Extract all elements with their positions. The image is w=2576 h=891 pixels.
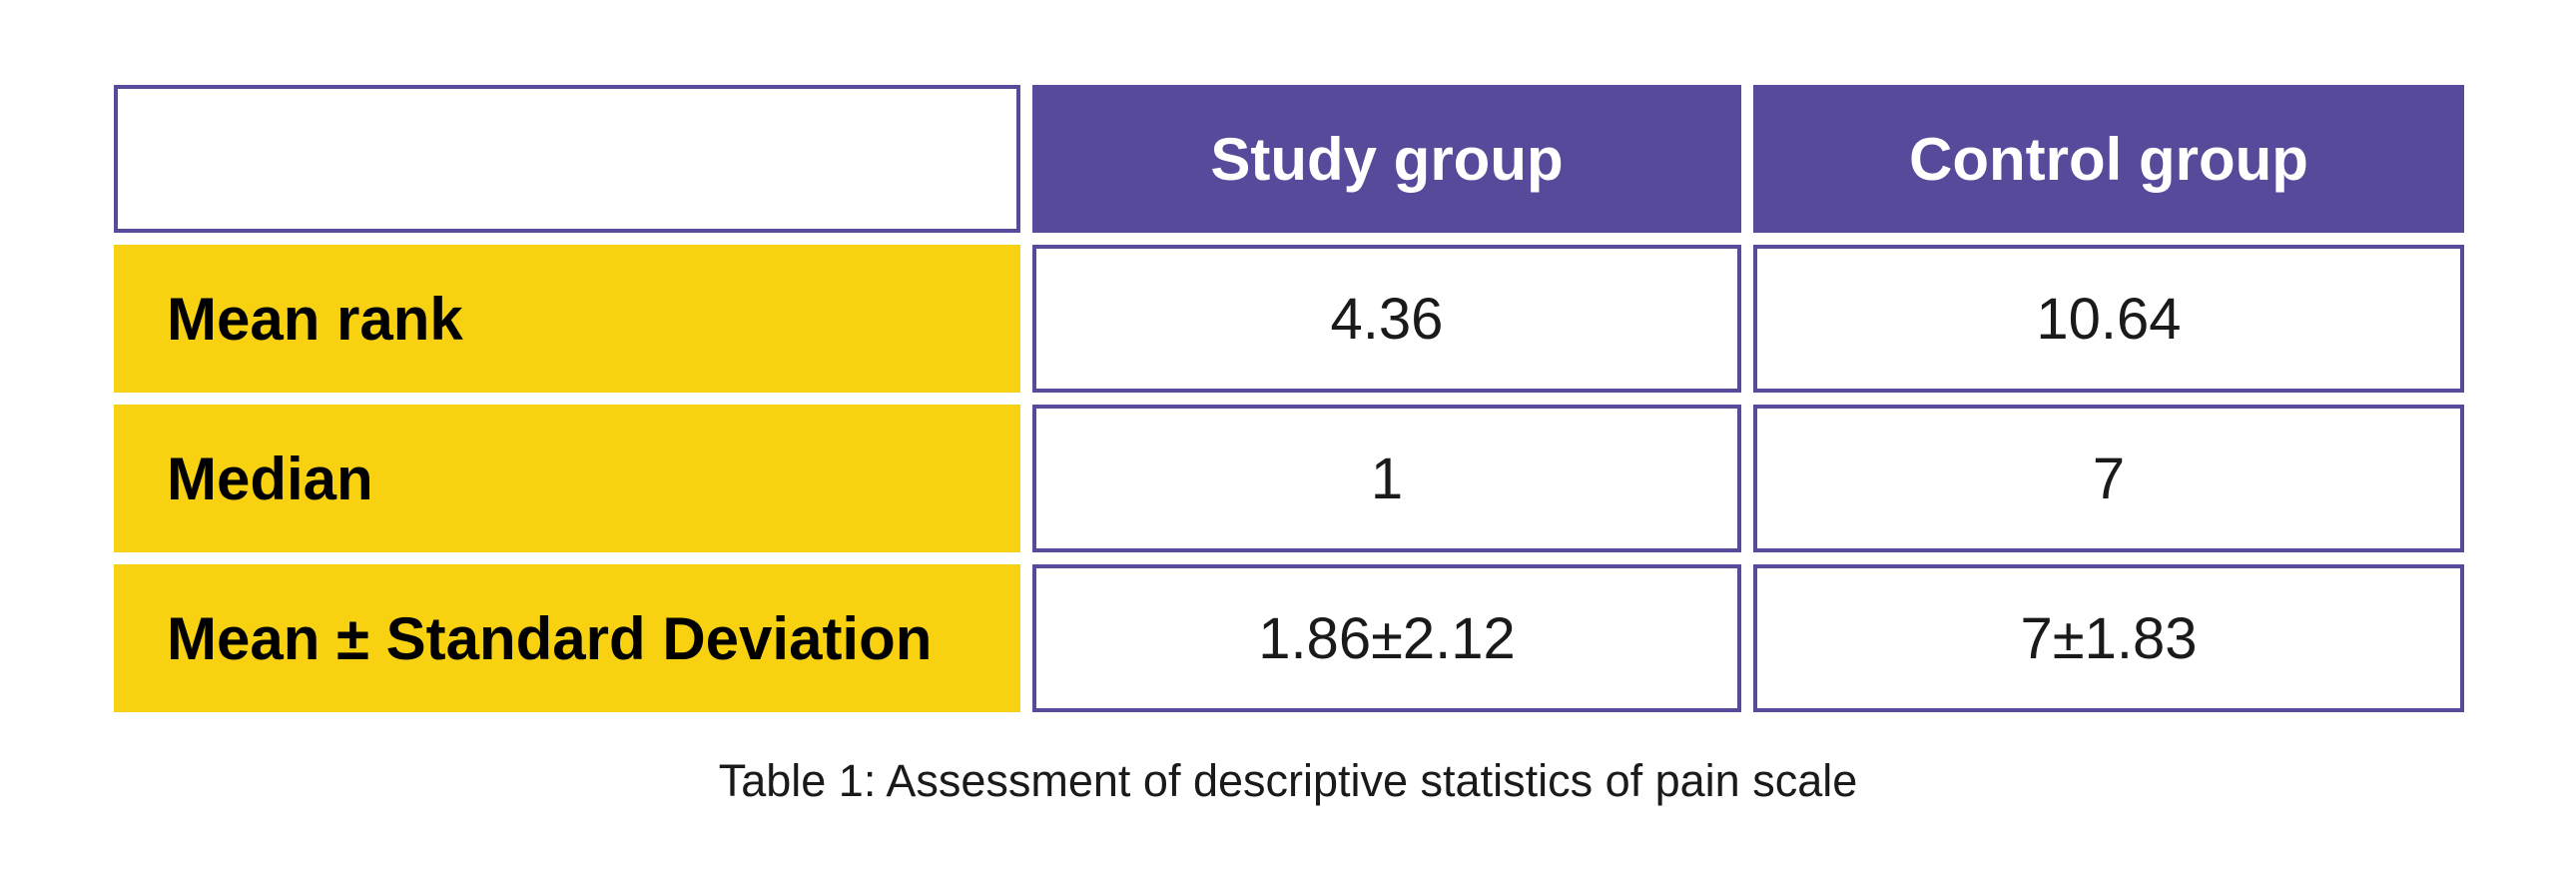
row-label-mean-sd: Mean ± Standard Deviation — [114, 564, 1020, 712]
table-cell-mean-rank-control: 10.64 — [1753, 245, 2464, 393]
column-header-study-group: Study group — [1032, 85, 1741, 233]
column-header-control-group: Control group — [1753, 85, 2464, 233]
row-label-mean-rank: Mean rank — [114, 245, 1020, 393]
table-cell-mean-sd-control: 7±1.83 — [1753, 564, 2464, 712]
table-corner-cell — [114, 85, 1020, 233]
row-label-median: Median — [114, 405, 1020, 552]
table-cell-median-study: 1 — [1032, 405, 1741, 552]
table-cell-mean-rank-study: 4.36 — [1032, 245, 1741, 393]
table-cell-mean-sd-study: 1.86±2.12 — [1032, 564, 1741, 712]
table-cell-median-control: 7 — [1753, 405, 2464, 552]
table-caption: Table 1: Assessment of descriptive stati… — [718, 755, 1858, 806]
